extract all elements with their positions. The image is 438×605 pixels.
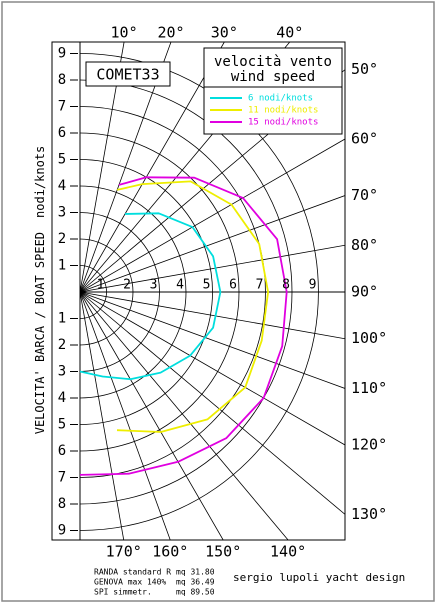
legend-label: 6 nodi/knots	[248, 94, 313, 104]
note: mq 89.50	[176, 588, 215, 597]
grid-ray	[79, 291, 125, 540]
credit: sergio lupoli yacht design	[233, 571, 405, 584]
r-tick-label: 4	[58, 390, 66, 406]
r-tick-label: 6	[58, 443, 66, 459]
angle-tick-label: 120°	[351, 435, 387, 453]
grid-ray	[79, 291, 345, 515]
grid-ray	[79, 291, 224, 540]
r-tick-label: 2	[58, 231, 66, 247]
legend-box	[203, 47, 343, 135]
r-tick-label: 5	[58, 152, 66, 168]
y-axis-label: VELOCITA' BARCA / BOAT SPEED nodi/knots	[33, 146, 47, 435]
legend-label: 11 nodi/knots	[248, 106, 318, 116]
angle-tick-label: 30°	[211, 24, 238, 42]
grid-ray	[79, 291, 345, 446]
r-tick-label: 4	[176, 278, 184, 293]
polar-curve	[79, 212, 222, 381]
r-tick-label: 9	[58, 523, 66, 539]
r-tick-label: 9	[58, 46, 66, 62]
note: SPI simmetr.	[94, 588, 152, 597]
y-unit: nodi/knots	[33, 146, 47, 218]
curves	[79, 176, 288, 476]
legend-title: velocità vento	[214, 54, 332, 70]
r-tick-label: 7	[58, 99, 66, 115]
title-box	[85, 61, 171, 87]
r-tick-label: 7	[58, 470, 66, 486]
y-label: VELOCITA' BARCA / BOAT SPEED	[33, 232, 47, 434]
note: mq 31.80	[176, 568, 215, 577]
grid-ray	[79, 195, 345, 293]
r-tick-label: 1	[58, 258, 66, 274]
r-tick-label: 2	[123, 278, 131, 293]
grid	[79, 42, 345, 540]
angle-tick-label: 110°	[351, 379, 387, 397]
r-tick-label: 1	[58, 311, 66, 327]
legend-label: 15 nodi/knots	[248, 118, 318, 128]
angle-tick-label: 160°	[152, 543, 188, 561]
r-tick-label: 8	[58, 72, 66, 88]
grid-ray	[79, 138, 345, 293]
r-tick-label: 3	[150, 278, 158, 293]
angle-tick-label: 140°	[270, 543, 306, 561]
r-tick-label: 6	[58, 125, 66, 141]
grid-ray	[79, 42, 225, 293]
angle-tick-label: 50°	[351, 60, 378, 78]
r-tick-label: 9	[309, 278, 317, 293]
polar-curve	[116, 180, 269, 433]
r-tick-label: 4	[58, 178, 66, 194]
r-tick-label: 6	[229, 278, 237, 293]
note: mq 36.49	[176, 578, 215, 587]
r-tick-label: 3	[58, 205, 66, 221]
r-tick-label: 2	[58, 337, 66, 353]
r-tick-label: 8	[58, 496, 66, 512]
grid-ray	[79, 244, 345, 293]
note: RANDA standard R	[94, 568, 171, 577]
angle-tick-label: 20°	[157, 24, 184, 42]
r-tick-label: 5	[58, 417, 66, 433]
r-tick-label: 8	[282, 278, 290, 293]
angle-tick-label: 40°	[276, 24, 303, 42]
r-tick-label: 7	[256, 278, 264, 293]
plot-frame	[51, 41, 346, 541]
grid-ray	[79, 291, 289, 540]
polar-curve	[79, 176, 288, 476]
angle-tick-label: 90°	[351, 283, 378, 301]
angle-tick-label: 100°	[351, 329, 387, 347]
grid-ray	[79, 291, 171, 540]
angle-tick-label: 70°	[351, 186, 378, 204]
angle-tick-label: 150°	[205, 543, 241, 561]
r-tick-label: 3	[58, 364, 66, 380]
grid-ray	[79, 291, 345, 340]
angle-tick-label: 170°	[106, 543, 142, 561]
r-tick-label: 1	[97, 278, 105, 293]
angle-tick-label: 60°	[351, 130, 378, 148]
r-tick-label: 5	[203, 278, 211, 293]
legend-title: wind speed	[231, 69, 315, 85]
angle-tick-label: 130°	[351, 505, 387, 523]
angle-tick-label: 10°	[111, 24, 138, 42]
angle-tick-label: 80°	[351, 236, 378, 254]
note: GENOVA max 140%	[94, 578, 166, 587]
grid-ray	[79, 291, 345, 389]
chart-title: COMET33	[96, 66, 159, 84]
